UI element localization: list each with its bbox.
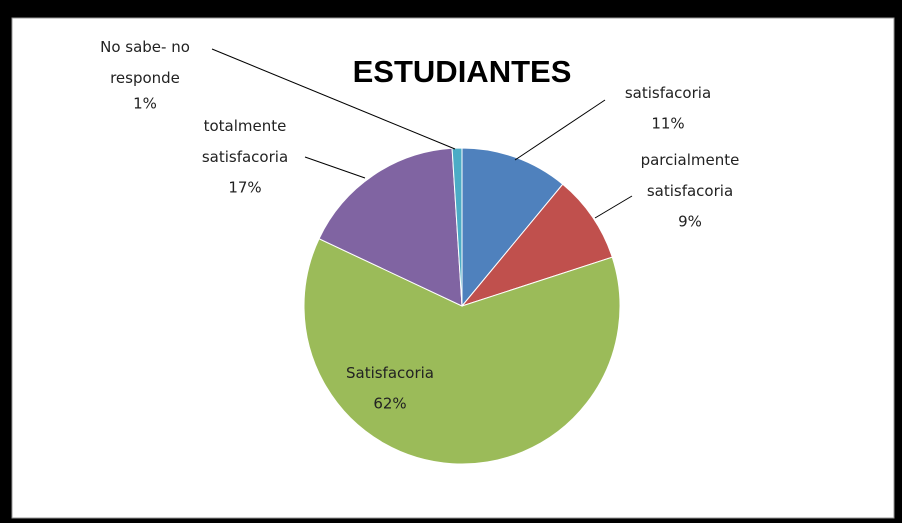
- pie-slice: [460, 183, 613, 308]
- leader-line: [304, 156, 366, 179]
- value-label: 17%: [228, 179, 261, 197]
- category-label: No sabe- no responde: [100, 38, 190, 87]
- labels: satisfacoria 11% parcialmente satisfacoria 9…: [100, 38, 739, 413]
- value-label: 9%: [678, 213, 702, 231]
- leader-line: [514, 99, 606, 161]
- leader-line: [211, 48, 456, 150]
- pie-slice: [303, 238, 621, 465]
- pie-slice: [461, 147, 564, 308]
- category-label: Satisfacoria: [346, 364, 434, 382]
- value-label: 11%: [651, 115, 684, 133]
- value-label: 62%: [373, 395, 406, 413]
- leader-line: [594, 195, 633, 219]
- pie-slice: [318, 147, 463, 307]
- chart-title: ESTUDIANTES: [353, 54, 572, 89]
- category-label: parcialmente satisfacoria: [641, 151, 740, 200]
- category-label: totalmente satisfacoria: [202, 117, 288, 166]
- value-label: 1%: [133, 95, 157, 113]
- category-label: satisfacoria: [625, 84, 711, 102]
- pie: [303, 147, 621, 465]
